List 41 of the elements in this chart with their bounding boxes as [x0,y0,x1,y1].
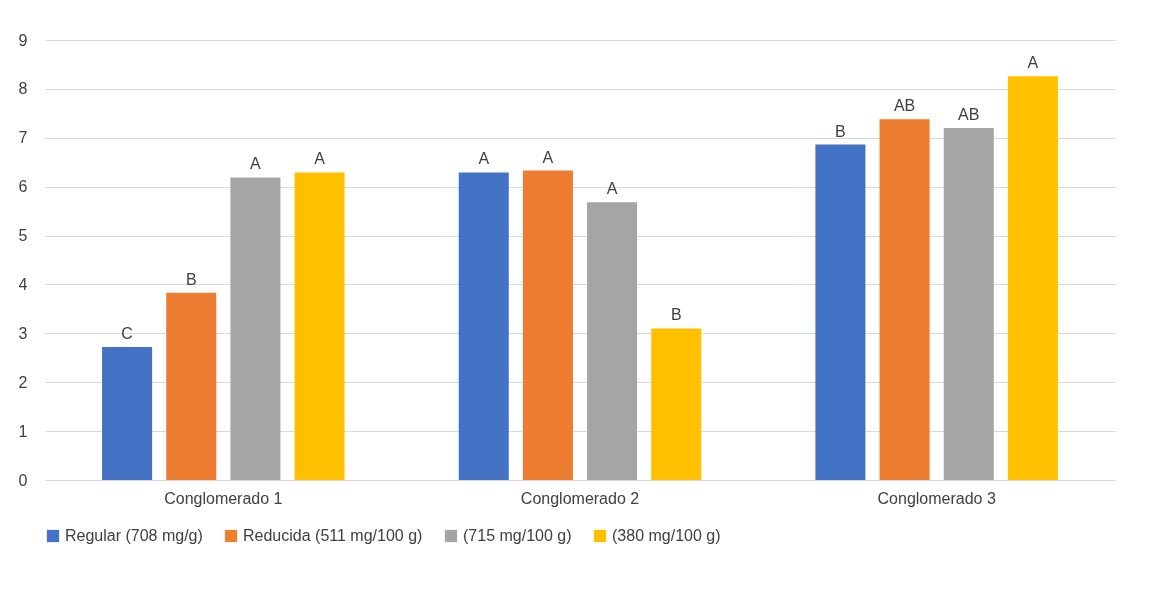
y-tick-label: 6 [18,178,28,196]
bar [102,347,153,480]
data-label: A [314,150,326,168]
bar [458,172,509,480]
legend-label: (715 mg/100 g) [463,527,572,544]
x-tick-label: Conglomerado 3 [877,489,996,507]
data-label: A [478,150,490,168]
data-label: B [670,306,682,324]
y-tick-label: 0 [18,471,28,489]
data-label: A [1027,54,1039,72]
y-tick-label: 4 [18,275,28,293]
bar [166,292,217,480]
data-label: AB [893,97,916,115]
legend-label: Regular (708 mg/g) [65,527,203,544]
bar [230,177,281,480]
bar [294,172,345,480]
y-tick-label: 5 [18,227,28,245]
data-label: AB [958,106,980,123]
y-tick-label: 7 [18,129,28,147]
bar [651,328,702,480]
legend-label: (380 mg/100 g) [612,527,721,544]
x-tick-label: Conglomerado 1 [164,489,283,507]
y-tick-label: 3 [18,324,28,342]
bar [879,119,930,480]
data-label: A [606,180,618,198]
data-label: B [835,122,846,140]
y-tick-label: 9 [18,31,28,49]
y-tick-label: 8 [18,80,28,98]
data-label: A [250,155,262,173]
x-tick-label: Conglomerado 2 [520,489,640,507]
y-tick-label: 1 [18,422,28,440]
legend-label: Reducida (511 mg/100 g) [243,527,423,544]
bar [943,128,994,480]
bar [815,144,866,480]
y-tick-label: 2 [18,373,28,391]
data-label: A [542,148,554,166]
bar [522,170,573,480]
bar [587,202,638,480]
data-label: B [185,270,197,288]
data-label: C [121,325,133,343]
bar [1007,76,1058,480]
